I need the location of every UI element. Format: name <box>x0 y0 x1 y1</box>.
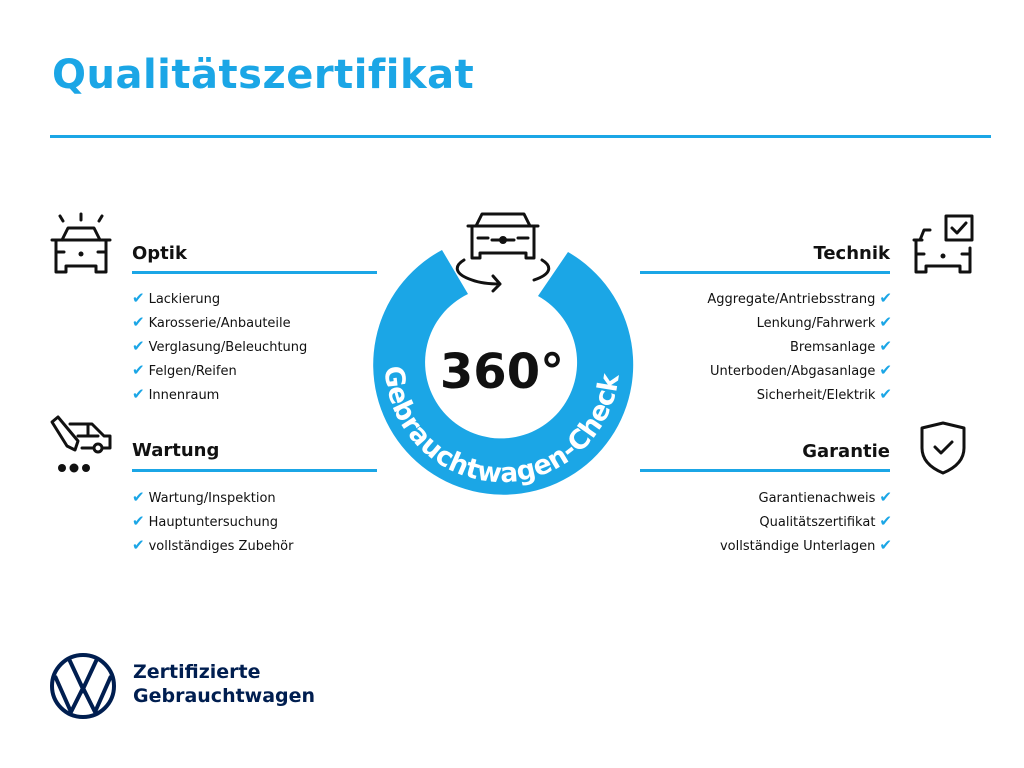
optik-list: ✔ Lackierung ✔ Karosserie/Anbauteile ✔ Verg… <box>132 286 307 406</box>
list-item: ✔ Karosserie/Anbauteile <box>132 313 291 331</box>
badge-number: 360° <box>440 344 564 400</box>
list-item: ✔ Lackierung <box>132 289 221 307</box>
brand-text: Zertifizierte Gebrauchtwagen <box>133 660 315 708</box>
list-item: Unterboden/Abgasanlage ✔ <box>709 361 892 379</box>
check-icon: ✔ <box>879 385 892 403</box>
check-icon: ✔ <box>132 536 145 554</box>
check-icon: ✔ <box>132 337 145 355</box>
service-van-icon <box>50 415 112 473</box>
list-item: Aggregate/Antriebsstrang ✔ <box>707 289 892 307</box>
check-icon: ✔ <box>132 385 145 403</box>
rotating-car-icon <box>455 212 551 293</box>
check-icon: ✔ <box>132 289 145 307</box>
list-item: Sicherheit/Elektrik ✔ <box>756 385 892 403</box>
optik-underline <box>132 271 377 274</box>
check-icon: ✔ <box>879 361 892 379</box>
garantie-list: Garantienachweis ✔ Qualitätszertifikat ✔ v… <box>600 485 892 557</box>
check-icon: ✔ <box>879 536 892 554</box>
list-item: ✔ Felgen/Reifen <box>132 361 237 379</box>
wartung-heading: Wartung <box>132 440 220 461</box>
check-icon: ✔ <box>132 488 145 506</box>
check-icon: ✔ <box>132 512 145 530</box>
list-item: ✔ Hauptuntersuchung <box>132 512 278 530</box>
garantie-underline <box>640 469 890 472</box>
check-icon: ✔ <box>879 313 892 331</box>
list-item: ✔ Innenraum <box>132 385 220 403</box>
garantie-heading: Garantie <box>802 441 890 462</box>
check-icon: ✔ <box>879 289 892 307</box>
wartung-underline <box>132 469 377 472</box>
check-icon: ✔ <box>132 361 145 379</box>
car-lights-icon <box>50 212 112 274</box>
technik-underline <box>640 271 890 274</box>
list-item: vollständige Unterlagen ✔ <box>719 536 892 554</box>
list-item: ✔ Wartung/Inspektion <box>132 488 276 506</box>
list-item: Garantienachweis ✔ <box>758 488 892 506</box>
technik-heading: Technik <box>813 243 890 264</box>
360-check-badge: Gebrauchtwagen-Check 360° <box>373 212 634 495</box>
badge-ring <box>373 250 634 495</box>
check-icon: ✔ <box>879 488 892 506</box>
title-divider <box>50 135 991 138</box>
check-icon: ✔ <box>879 512 892 530</box>
car-checkbox-icon <box>912 214 974 274</box>
list-item: ✔ Verglasung/Beleuchtung <box>132 337 308 355</box>
check-icon: ✔ <box>879 337 892 355</box>
optik-heading: Optik <box>132 243 187 264</box>
page-title: Qualitätszertifikat <box>52 52 475 98</box>
technik-list: Aggregate/Antriebsstrang ✔ Lenkung/Fahrwe… <box>600 286 892 406</box>
vw-logo <box>50 653 116 719</box>
wartung-list: ✔ Wartung/Inspektion ✔ Hauptuntersuchung ✔… <box>132 485 293 557</box>
list-item: Qualitätszertifikat ✔ <box>759 512 892 530</box>
brand-line-2: Gebrauchtwagen <box>133 685 316 707</box>
list-item: Bremsanlage ✔ <box>789 337 892 355</box>
list-item: ✔ vollständiges Zubehör <box>132 536 294 554</box>
list-item: Lenkung/Fahrwerk ✔ <box>756 313 892 331</box>
check-icon: ✔ <box>132 313 145 331</box>
shield-check-icon <box>920 421 966 475</box>
brand-line-1: Zertifizierte <box>133 661 261 683</box>
